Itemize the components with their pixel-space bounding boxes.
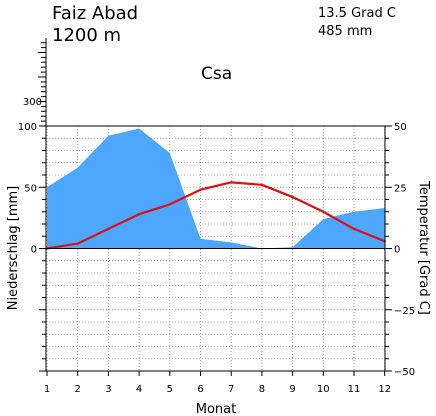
x-tick-label-1: 1 bbox=[44, 384, 50, 395]
x-tick-label-2: 2 bbox=[75, 384, 81, 395]
axes bbox=[38, 38, 392, 376]
temperature-line bbox=[46, 181, 386, 250]
x-tick-label-9: 9 bbox=[289, 384, 295, 395]
right-tick-label-0: 50 bbox=[394, 122, 407, 133]
station-name: Faiz Abad bbox=[52, 3, 138, 24]
x-tick-label-5: 5 bbox=[167, 384, 173, 395]
right-tick-label-2: 0 bbox=[394, 245, 400, 256]
right-tick-label-3: −25 bbox=[394, 306, 415, 317]
mean-temperature: 13.5 Grad C bbox=[318, 6, 396, 21]
x-axis-label: Monat bbox=[196, 402, 236, 416]
temperature-point-9 bbox=[291, 195, 294, 199]
right-tick-label-1: 25 bbox=[394, 183, 407, 194]
temperature-point-10 bbox=[322, 210, 325, 213]
temperature-point-8 bbox=[260, 183, 264, 186]
temperature-point-4 bbox=[137, 213, 141, 216]
left-tick-label-0: 0 bbox=[31, 245, 37, 256]
left-tick-label-50: 50 bbox=[24, 183, 37, 194]
x-tick-label-11: 11 bbox=[348, 384, 361, 395]
x-tick-label-4: 4 bbox=[136, 384, 142, 395]
x-tick-label-3: 3 bbox=[105, 384, 111, 395]
x-tick-label-7: 7 bbox=[228, 384, 234, 395]
temperature-point-6 bbox=[199, 188, 202, 191]
temperature-point-11 bbox=[352, 227, 356, 231]
climate-classification: Csa bbox=[201, 64, 232, 84]
temperature-point-3 bbox=[107, 227, 110, 231]
left-tick-label-extra: 300 bbox=[23, 97, 42, 108]
right-axis-label: Temperatur [Grad C] bbox=[416, 180, 431, 315]
temperature-point-5 bbox=[168, 203, 171, 206]
temperature-point-2 bbox=[76, 242, 79, 245]
precipitation-area-layer bbox=[47, 128, 385, 249]
right-tick-label-4: −50 bbox=[394, 367, 415, 378]
left-axis-label: Niederschlag [mm] bbox=[6, 186, 21, 311]
x-tick-label-6: 6 bbox=[197, 384, 203, 395]
station-elevation: 1200 m bbox=[52, 25, 121, 46]
precipitation-area bbox=[47, 128, 385, 249]
x-tick-label-8: 8 bbox=[259, 384, 265, 395]
x-tick-label-12: 12 bbox=[378, 384, 391, 395]
temperature-point-7 bbox=[230, 181, 233, 184]
left-tick-label-100: 100 bbox=[18, 122, 37, 133]
x-tick-label-10: 10 bbox=[317, 384, 330, 395]
annual-precipitation: 485 mm bbox=[318, 24, 372, 39]
